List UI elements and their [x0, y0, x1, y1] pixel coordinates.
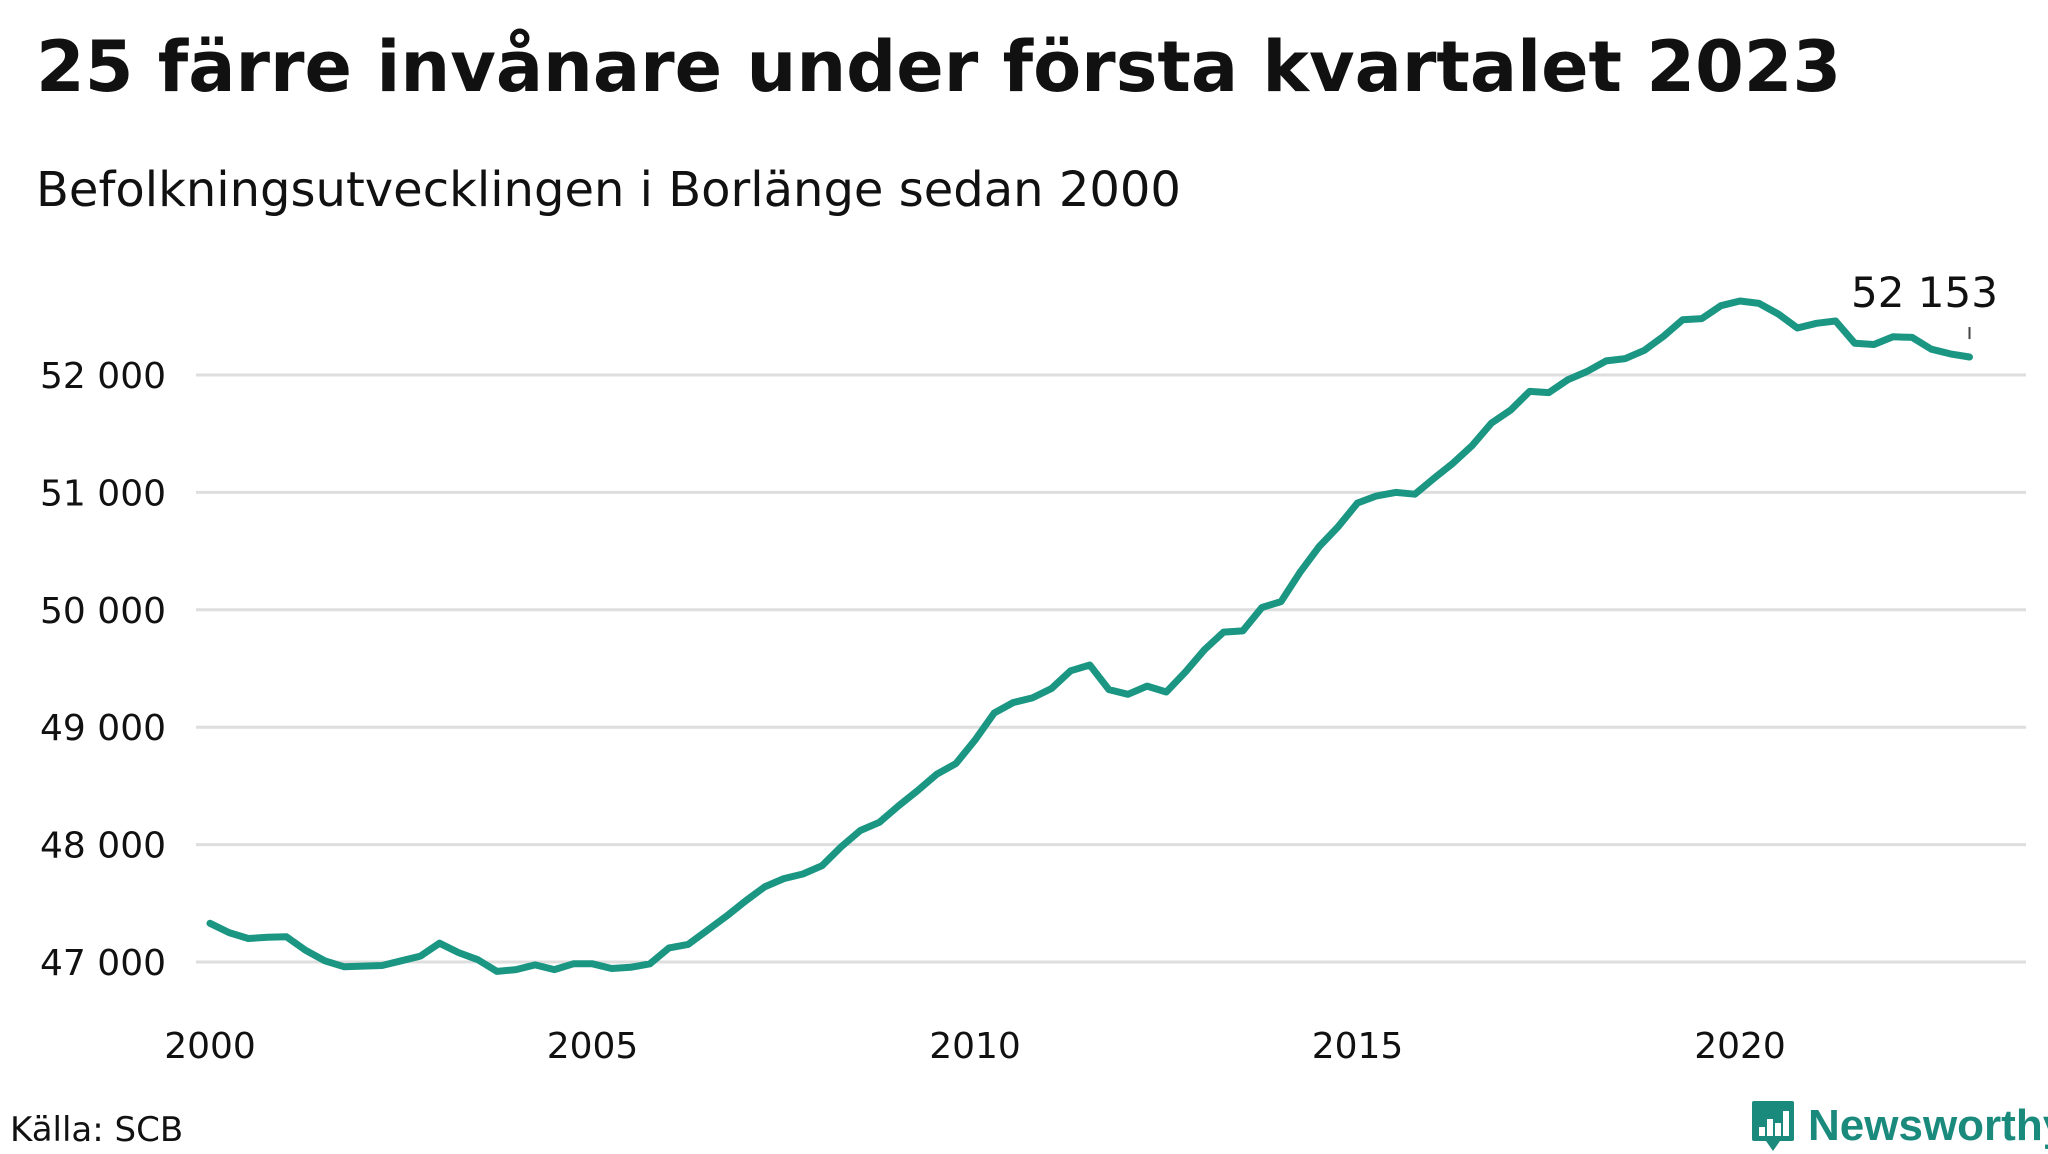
- end-value-label: 52 153: [1851, 268, 1998, 317]
- x-tick-label: 2015: [1312, 1026, 1404, 1067]
- x-tick-label: 2005: [547, 1026, 639, 1067]
- chart-subtitle: Befolkningsutvecklingen i Borlänge sedan…: [36, 162, 1181, 218]
- y-tick-label: 50 000: [40, 591, 166, 632]
- y-tick-label: 47 000: [40, 943, 166, 984]
- brand-name: Newsworthy: [1808, 1101, 2048, 1150]
- brand-logo: Newsworthy: [1750, 1098, 2048, 1154]
- y-gridlines: [196, 373, 2026, 964]
- source-note: Källa: SCB: [10, 1110, 184, 1150]
- y-tick-label: 48 000: [40, 826, 166, 867]
- chart-title: 25 färre invånare under första kvartalet…: [36, 26, 1842, 108]
- y-axis-ticks: 47 000 48 000 49 000 50 000 51 000 52 000: [40, 356, 166, 984]
- x-axis-ticks: 2000 2005 2010 2015 2020: [164, 1026, 1786, 1067]
- y-tick-label: 51 000: [40, 473, 166, 514]
- population-line: [206, 297, 1973, 975]
- bar-chart-speech-bubble-icon: [1752, 1101, 1794, 1151]
- x-tick-label: 2010: [929, 1026, 1021, 1067]
- y-tick-label: 49 000: [40, 708, 166, 749]
- x-tick-label: 2000: [164, 1026, 256, 1067]
- x-tick-label: 2020: [1694, 1026, 1786, 1067]
- y-tick-label: 52 000: [40, 356, 166, 397]
